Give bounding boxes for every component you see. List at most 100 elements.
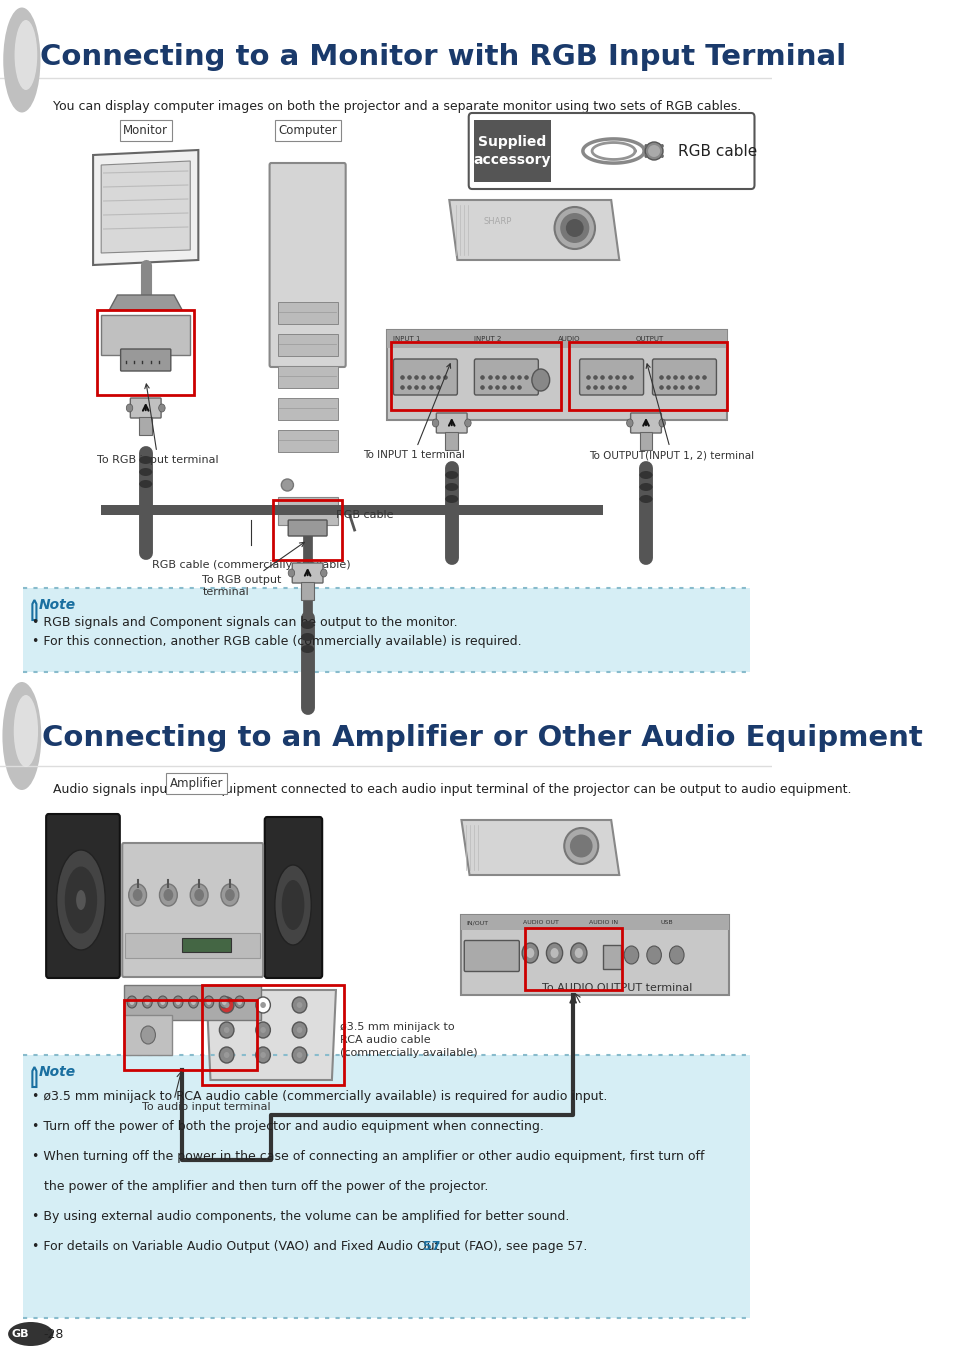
Ellipse shape	[292, 1022, 307, 1038]
FancyBboxPatch shape	[264, 817, 322, 979]
Text: AUDIO: AUDIO	[558, 336, 579, 342]
Ellipse shape	[526, 948, 534, 958]
Ellipse shape	[255, 1022, 270, 1038]
Ellipse shape	[206, 999, 211, 1006]
FancyBboxPatch shape	[393, 359, 456, 395]
Text: • RGB signals and Component signals can be output to the monitor.: • RGB signals and Component signals can …	[32, 616, 457, 630]
Text: Note: Note	[39, 1065, 76, 1078]
Text: INPUT 2: INPUT 2	[474, 336, 501, 342]
FancyBboxPatch shape	[464, 941, 518, 972]
Ellipse shape	[159, 884, 177, 906]
Bar	[639, 431, 652, 450]
Bar	[391, 342, 560, 410]
Ellipse shape	[569, 834, 592, 857]
Ellipse shape	[65, 867, 97, 934]
Bar	[182, 938, 231, 952]
Polygon shape	[93, 150, 198, 266]
Ellipse shape	[301, 634, 314, 642]
Text: To audio input terminal: To audio input terminal	[142, 1103, 270, 1112]
FancyBboxPatch shape	[468, 113, 754, 189]
Bar	[277, 302, 337, 324]
Ellipse shape	[204, 996, 213, 1008]
Ellipse shape	[194, 888, 204, 900]
Bar	[277, 398, 337, 421]
Bar	[124, 1015, 172, 1055]
Text: RGB cable: RGB cable	[678, 143, 757, 159]
FancyBboxPatch shape	[288, 520, 327, 537]
Text: RGB cable (commercially available): RGB cable (commercially available)	[152, 559, 350, 570]
Polygon shape	[461, 820, 618, 875]
Text: • By using external audio components, the volume can be amplified for better sou: • By using external audio components, th…	[32, 1211, 569, 1223]
Ellipse shape	[643, 154, 647, 158]
Text: 57: 57	[422, 1240, 439, 1254]
Bar	[202, 985, 344, 1085]
Ellipse shape	[669, 946, 683, 964]
Ellipse shape	[292, 1047, 307, 1064]
Ellipse shape	[554, 208, 595, 249]
Ellipse shape	[281, 479, 294, 491]
Ellipse shape	[563, 828, 598, 864]
Ellipse shape	[219, 1047, 233, 1064]
Text: To RGB output
terminal: To RGB output terminal	[202, 542, 304, 597]
Ellipse shape	[160, 999, 165, 1006]
Ellipse shape	[639, 483, 652, 491]
Ellipse shape	[255, 998, 270, 1012]
Ellipse shape	[221, 884, 238, 906]
Ellipse shape	[296, 1027, 302, 1033]
Bar	[445, 431, 457, 450]
Ellipse shape	[521, 944, 537, 962]
Ellipse shape	[158, 404, 165, 412]
Ellipse shape	[288, 569, 294, 577]
Text: ø3.5 mm minijack to
RCA audio cable
(commercially available): ø3.5 mm minijack to RCA audio cable (com…	[339, 1022, 477, 1058]
Ellipse shape	[432, 419, 438, 427]
Text: Audio signals input from equipment connected to each audio input terminal of the: Audio signals input from equipment conne…	[52, 783, 850, 797]
Text: AUDIO OUT: AUDIO OUT	[522, 921, 558, 926]
Ellipse shape	[224, 1002, 230, 1008]
Ellipse shape	[255, 1047, 270, 1064]
Ellipse shape	[626, 419, 633, 427]
Text: To AUDIO OUTPUT terminal: To AUDIO OUTPUT terminal	[542, 983, 692, 993]
Ellipse shape	[659, 144, 663, 148]
Ellipse shape	[644, 142, 662, 160]
Text: To RGB input terminal: To RGB input terminal	[97, 384, 218, 465]
Ellipse shape	[445, 470, 457, 479]
Ellipse shape	[222, 999, 227, 1006]
Ellipse shape	[3, 8, 40, 112]
Ellipse shape	[565, 218, 583, 237]
Bar	[277, 430, 337, 452]
Ellipse shape	[659, 419, 665, 427]
Bar	[524, 927, 621, 989]
Text: the power of the amplifier and then turn off the power of the projector.: the power of the amplifier and then turn…	[32, 1180, 488, 1193]
Text: USB: USB	[660, 921, 673, 926]
Ellipse shape	[173, 996, 183, 1008]
Ellipse shape	[139, 468, 152, 476]
Ellipse shape	[445, 495, 457, 503]
Bar	[277, 334, 337, 356]
Text: Supplied
accessory: Supplied accessory	[474, 135, 551, 167]
Ellipse shape	[643, 144, 647, 148]
FancyBboxPatch shape	[652, 359, 716, 395]
Bar	[569, 342, 726, 410]
FancyBboxPatch shape	[630, 412, 660, 433]
Bar	[101, 315, 190, 355]
Ellipse shape	[219, 996, 229, 1008]
FancyBboxPatch shape	[270, 163, 345, 367]
Bar	[277, 497, 337, 524]
Polygon shape	[110, 295, 182, 310]
Ellipse shape	[623, 946, 639, 964]
Bar	[461, 915, 728, 930]
FancyBboxPatch shape	[120, 349, 171, 371]
Text: AUDIO IN: AUDIO IN	[589, 921, 618, 926]
FancyBboxPatch shape	[436, 412, 467, 433]
Polygon shape	[101, 160, 190, 253]
Ellipse shape	[132, 888, 142, 900]
Bar	[387, 330, 726, 421]
Polygon shape	[449, 200, 618, 260]
Ellipse shape	[219, 998, 233, 1012]
Ellipse shape	[260, 1027, 266, 1033]
Ellipse shape	[126, 404, 132, 412]
Ellipse shape	[639, 470, 652, 479]
Text: Connecting to an Amplifier or Other Audio Equipment: Connecting to an Amplifier or Other Audi…	[42, 724, 922, 752]
Text: You can display computer images on both the projector and a separate monitor usi: You can display computer images on both …	[52, 100, 740, 113]
Text: Amplifier: Amplifier	[170, 776, 223, 790]
